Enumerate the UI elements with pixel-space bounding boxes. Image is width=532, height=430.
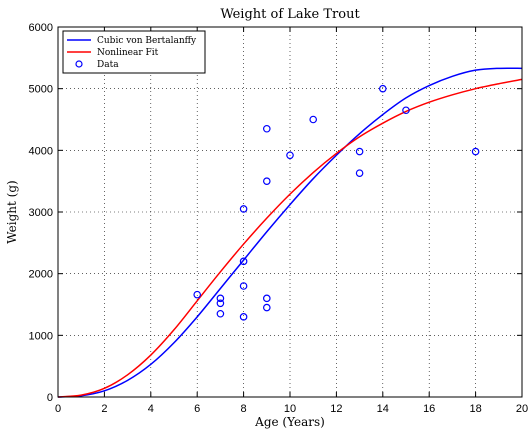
x-tick-label: 6 bbox=[194, 403, 200, 415]
data-point bbox=[193, 290, 202, 299]
series-line-cubic-von-bertalanffy bbox=[57, 67, 523, 398]
x-tick-label: 12 bbox=[330, 403, 342, 415]
x-tick-label: 18 bbox=[469, 403, 481, 415]
y-tick-label: 6000 bbox=[29, 22, 53, 34]
legend-label-nonlinear-fit: Nonlinear Fit bbox=[97, 48, 159, 58]
data-point bbox=[262, 124, 271, 133]
y-tick-label: 1000 bbox=[29, 330, 53, 342]
y-tick-label: 4000 bbox=[29, 145, 53, 157]
data-point bbox=[239, 282, 248, 290]
x-tick-label: 10 bbox=[284, 403, 296, 415]
y-tick-label: 0 bbox=[47, 392, 53, 404]
y-tick-label: 3000 bbox=[29, 207, 53, 219]
y-tick-label: 5000 bbox=[29, 84, 53, 96]
data-point bbox=[216, 299, 225, 308]
x-tick-label: 0 bbox=[55, 403, 61, 415]
y-axis-label: Weight (g) bbox=[5, 180, 19, 243]
legend: Cubic von Bertalanffy Nonlinear Fit Data bbox=[62, 30, 206, 74]
data-point bbox=[239, 205, 248, 213]
data-point bbox=[471, 147, 480, 156]
data-point bbox=[286, 151, 294, 160]
y-tick-label: 2000 bbox=[29, 269, 53, 281]
data-point bbox=[239, 313, 248, 321]
series-layer bbox=[57, 67, 523, 398]
data-point bbox=[216, 294, 225, 303]
x-tick-label: 20 bbox=[516, 403, 528, 415]
data-point bbox=[262, 303, 271, 312]
data-point bbox=[309, 115, 318, 124]
data-point bbox=[262, 294, 271, 303]
x-tick-label: 2 bbox=[101, 403, 107, 415]
legend-swatch-data bbox=[75, 60, 83, 68]
data-point bbox=[402, 106, 410, 115]
data-point bbox=[239, 257, 248, 266]
legend-label-cubic-von-bertalanffy: Cubic von Bertalanffy bbox=[97, 36, 197, 46]
legend-label-data: Data bbox=[97, 60, 119, 70]
x-axis-label: Age (Years) bbox=[254, 415, 325, 429]
series-line-nonlinear-fit bbox=[57, 78, 523, 398]
x-tick-label: 14 bbox=[377, 403, 389, 415]
tick-layer: 0 2 4 6 8 10 12 14 16 18 20 0 1000 2000 3000 4000 5000 60… bbox=[29, 22, 529, 415]
x-tick-label: 4 bbox=[148, 403, 154, 415]
data-point bbox=[378, 84, 387, 93]
x-tick-label: 8 bbox=[241, 403, 247, 415]
data-point bbox=[355, 169, 364, 177]
data-point bbox=[355, 147, 364, 156]
x-tick-label: 16 bbox=[423, 403, 435, 415]
data-point bbox=[216, 309, 225, 318]
data-point bbox=[262, 177, 271, 185]
chart-title: Weight of Lake Trout bbox=[220, 7, 360, 22]
